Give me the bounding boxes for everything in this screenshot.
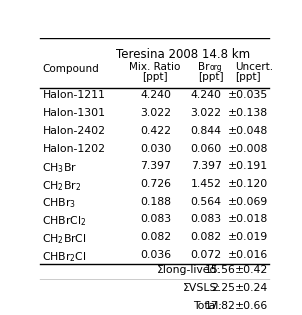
Text: [ppt]: [ppt] — [198, 72, 224, 82]
Text: 0.422: 0.422 — [140, 126, 171, 136]
Text: CH$_2$BrCl: CH$_2$BrCl — [42, 232, 87, 246]
Text: 1.452: 1.452 — [191, 179, 221, 189]
Text: org: org — [209, 63, 222, 72]
Text: ±0.019: ±0.019 — [228, 232, 268, 242]
Text: [ppt]: [ppt] — [142, 72, 168, 82]
Text: Σlong-lived:: Σlong-lived: — [157, 265, 221, 275]
Text: ±0.069: ±0.069 — [228, 197, 268, 207]
Text: Uncert.: Uncert. — [236, 62, 274, 72]
Text: 0.030: 0.030 — [140, 144, 171, 153]
Text: 3.022: 3.022 — [191, 108, 221, 118]
Text: ±0.42: ±0.42 — [235, 265, 268, 275]
Text: ±0.120: ±0.120 — [228, 179, 268, 189]
Text: Halon-2402: Halon-2402 — [42, 126, 105, 136]
Text: ±0.016: ±0.016 — [228, 250, 268, 260]
Text: ±0.138: ±0.138 — [228, 108, 268, 118]
Text: 4.240: 4.240 — [140, 90, 171, 100]
Text: Halon-1211: Halon-1211 — [42, 90, 105, 100]
Text: 0.060: 0.060 — [190, 144, 221, 153]
Text: 3.022: 3.022 — [140, 108, 171, 118]
Text: Halon-1202: Halon-1202 — [42, 144, 105, 153]
Text: ±0.008: ±0.008 — [228, 144, 268, 153]
Text: ±0.018: ±0.018 — [228, 215, 268, 224]
Text: 0.564: 0.564 — [191, 197, 221, 207]
Text: 0.188: 0.188 — [140, 197, 171, 207]
Text: Compound: Compound — [42, 64, 99, 74]
Text: 7.397: 7.397 — [140, 161, 171, 171]
Text: [ppt]: [ppt] — [236, 72, 261, 82]
Text: ±0.191: ±0.191 — [228, 161, 268, 171]
Text: 0.083: 0.083 — [190, 215, 221, 224]
Text: 0.072: 0.072 — [190, 250, 221, 260]
Text: ±0.035: ±0.035 — [228, 90, 268, 100]
Text: 0.844: 0.844 — [191, 126, 221, 136]
Text: Halon-1301: Halon-1301 — [42, 108, 105, 118]
Text: ±0.048: ±0.048 — [228, 126, 268, 136]
Text: Mix. Ratio: Mix. Ratio — [129, 62, 181, 72]
Text: 2.25: 2.25 — [211, 283, 236, 293]
Text: ΣVSLS:: ΣVSLS: — [183, 283, 221, 293]
Text: CHBrCl$_2$: CHBrCl$_2$ — [42, 215, 87, 228]
Text: 7.397: 7.397 — [191, 161, 221, 171]
Text: Total:: Total: — [193, 301, 221, 311]
Text: ±0.24: ±0.24 — [235, 283, 268, 293]
Text: CHBr$_2$Cl: CHBr$_2$Cl — [42, 250, 87, 264]
Text: 0.083: 0.083 — [140, 215, 171, 224]
Text: 17.82: 17.82 — [205, 301, 236, 311]
Text: CH$_2$Br$_2$: CH$_2$Br$_2$ — [42, 179, 82, 193]
Text: 0.036: 0.036 — [140, 250, 171, 260]
Text: Teresina 2008 14.8 km: Teresina 2008 14.8 km — [116, 48, 250, 60]
Text: Br: Br — [198, 62, 210, 72]
Text: 0.082: 0.082 — [140, 232, 171, 242]
Text: 0.082: 0.082 — [190, 232, 221, 242]
Text: 15.56: 15.56 — [205, 265, 236, 275]
Text: ±0.66: ±0.66 — [235, 301, 268, 311]
Text: CH$_3$Br: CH$_3$Br — [42, 161, 77, 175]
Text: CHBr$_3$: CHBr$_3$ — [42, 197, 76, 210]
Text: 4.240: 4.240 — [191, 90, 221, 100]
Text: 0.726: 0.726 — [140, 179, 171, 189]
